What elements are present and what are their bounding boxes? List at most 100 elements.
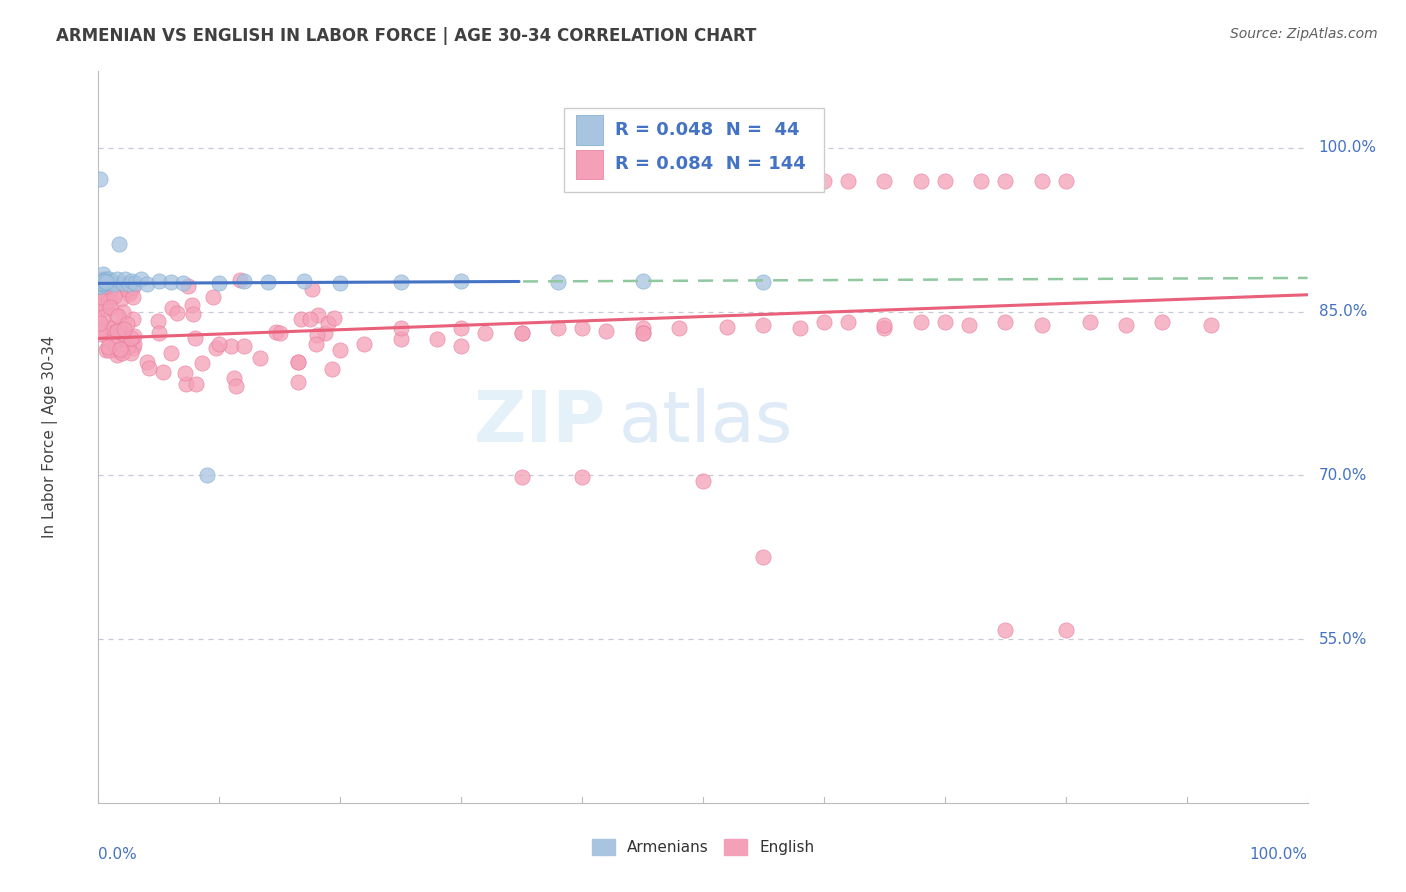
- Point: [547, 321, 569, 335]
- Point: [115, 317, 138, 331]
- Point: [121, 280, 143, 294]
- Point: [180, 298, 202, 312]
- Point: [98, 294, 121, 309]
- Point: [135, 355, 157, 369]
- Point: [232, 339, 254, 353]
- Point: [160, 346, 183, 360]
- Point: [232, 274, 254, 288]
- Point: [97, 340, 120, 354]
- Point: [91, 268, 114, 282]
- Point: [146, 314, 169, 328]
- Point: [100, 276, 122, 290]
- Text: 100.0%: 100.0%: [1250, 847, 1308, 862]
- Point: [1031, 173, 1053, 187]
- Point: [108, 344, 131, 359]
- Point: [94, 278, 117, 293]
- Point: [177, 278, 200, 293]
- Point: [631, 321, 654, 335]
- Point: [93, 274, 115, 288]
- Point: [90, 274, 112, 288]
- Point: [264, 325, 287, 339]
- Point: [692, 474, 714, 488]
- Point: [301, 282, 323, 296]
- Point: [91, 275, 114, 289]
- Point: [1054, 624, 1077, 638]
- Point: [957, 318, 980, 332]
- Point: [450, 339, 472, 353]
- Point: [249, 351, 271, 365]
- Point: [873, 318, 896, 332]
- Point: [94, 272, 117, 286]
- Point: [837, 315, 859, 329]
- Point: [329, 343, 352, 357]
- Point: [353, 337, 375, 351]
- Point: [93, 323, 115, 337]
- Point: [103, 277, 125, 292]
- Point: [93, 274, 115, 288]
- Text: Source: ZipAtlas.com: Source: ZipAtlas.com: [1230, 27, 1378, 41]
- Point: [184, 376, 207, 391]
- Point: [314, 326, 336, 340]
- Point: [108, 343, 131, 358]
- Point: [225, 379, 247, 393]
- Bar: [576, 150, 603, 179]
- Point: [98, 272, 121, 286]
- Point: [474, 326, 496, 341]
- Point: [994, 624, 1017, 638]
- Point: [91, 272, 114, 286]
- Point: [117, 286, 139, 301]
- Point: [94, 343, 117, 357]
- Point: [1199, 318, 1222, 332]
- Point: [108, 236, 131, 251]
- Point: [181, 307, 204, 321]
- Text: ARMENIAN VS ENGLISH IN LABOR FORCE | AGE 30-34 CORRELATION CHART: ARMENIAN VS ENGLISH IN LABOR FORCE | AGE…: [56, 27, 756, 45]
- Point: [91, 276, 114, 290]
- Point: [112, 305, 135, 319]
- Point: [813, 173, 835, 187]
- Point: [135, 277, 157, 292]
- Point: [160, 301, 183, 316]
- Point: [105, 308, 128, 322]
- Point: [934, 173, 956, 187]
- Point: [118, 277, 141, 292]
- Point: [129, 272, 152, 286]
- Point: [668, 321, 690, 335]
- Point: [89, 325, 111, 339]
- Point: [229, 273, 252, 287]
- Point: [93, 318, 115, 333]
- Point: [114, 272, 136, 286]
- Point: [121, 274, 143, 288]
- Point: [94, 275, 117, 289]
- Legend: Armenians, English: Armenians, English: [586, 833, 820, 861]
- Point: [316, 317, 339, 331]
- Point: [148, 274, 170, 288]
- Point: [98, 343, 121, 357]
- Point: [111, 346, 134, 360]
- Point: [89, 307, 111, 321]
- Point: [510, 326, 533, 341]
- Point: [105, 324, 128, 338]
- Point: [571, 321, 593, 335]
- Point: [631, 326, 654, 341]
- Point: [138, 360, 160, 375]
- Text: atlas: atlas: [619, 388, 793, 457]
- Point: [103, 285, 125, 300]
- Point: [148, 326, 170, 341]
- Point: [90, 300, 112, 314]
- Point: [752, 275, 775, 289]
- Point: [108, 343, 131, 357]
- Point: [450, 321, 472, 335]
- Point: [120, 346, 142, 360]
- Point: [104, 339, 127, 353]
- Point: [292, 274, 315, 288]
- Point: [87, 279, 110, 293]
- Point: [256, 275, 278, 289]
- Point: [94, 301, 117, 315]
- Text: 55.0%: 55.0%: [1319, 632, 1367, 647]
- Point: [994, 173, 1017, 187]
- Point: [122, 337, 145, 351]
- Point: [91, 290, 114, 304]
- Point: [122, 342, 145, 356]
- Point: [93, 289, 115, 303]
- Point: [111, 276, 134, 290]
